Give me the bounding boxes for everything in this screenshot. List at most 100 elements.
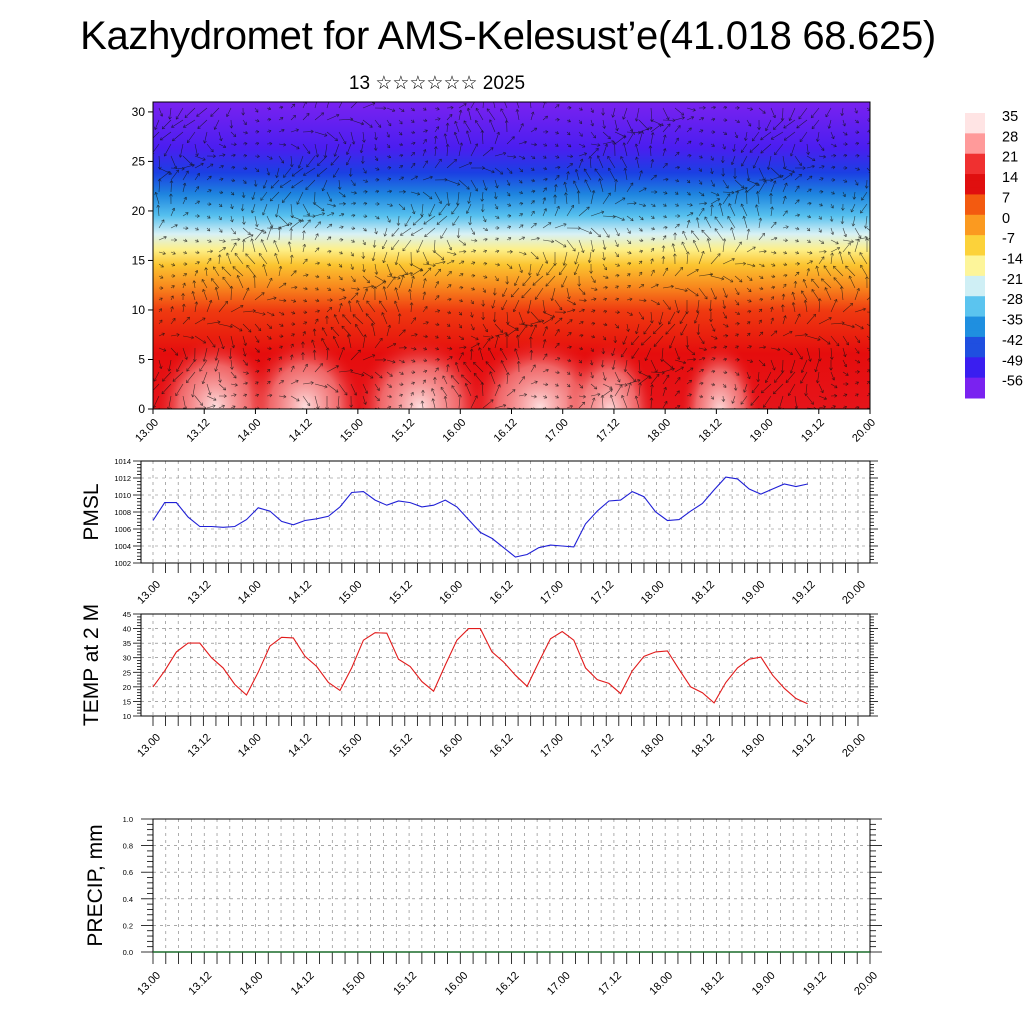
pmsl-panel: 1002 1004 1006 1008 1010 1012 1014 13.00 13.12 14… [80,457,878,607]
y-tick-label: 1008 [114,508,131,517]
colorbar-label: -56 [1002,374,1023,390]
chart-title: Kazhydromet for AMS-Kelesust’e(41.018 68… [80,14,936,58]
colorbar-label: -35 [1002,313,1023,329]
colorbar-swatch [965,330,985,338]
colorbar-swatch [965,343,985,351]
colorbar-swatch [965,119,985,128]
y-tick-label: 1002 [114,559,131,568]
y-tick-label: 15 [123,697,131,706]
colorbar-swatch [965,370,985,379]
colorbar-label: -14 [1002,252,1023,268]
colorbar-swatch [965,357,985,365]
y-tick-label: 10 [123,712,131,721]
vs-x-tick-label: 13.00 [133,417,161,445]
colorbar-swatch [965,269,985,277]
y-tick-label: 1014 [114,457,131,466]
colorbar-swatch [965,377,985,385]
vs-y-tick-label: 25 [132,154,146,168]
warm-core [247,309,363,409]
vs-x-tick-label: 17.00 [543,417,571,445]
x-tick-label: 18.00 [639,732,667,760]
colorbar-swatch [965,303,985,311]
x-tick-label: 19.00 [750,970,778,998]
x-tick-label: 19.00 [739,579,767,607]
series-line [152,476,808,558]
colorbar-swatch [965,208,985,216]
x-tick-label: 20.00 [840,579,868,607]
precip-panel: 0.0 0.2 0.4 0.6 0.8 1.0 13.00 13.12 14.00 14.12 15… [84,815,882,998]
x-tick-label: 14.12 [289,970,317,998]
y-tick-label: 0.8 [123,842,133,851]
colorbar-swatch [965,364,985,372]
colorbar-swatch [965,235,985,243]
y-tick-label: 40 [123,625,131,634]
y-tick-label: 1006 [114,525,131,534]
colorbar-swatch [965,309,985,318]
colorbar-swatch [965,194,985,202]
x-tick-label: 16.12 [494,970,522,998]
vs-x-tick-label: 20.00 [850,417,878,445]
y-axis-label: PRECIP, mm [84,824,107,946]
vertical-section-panel: 0 5 10 15 20 25 30 13.00 13.12 14.00 14.12 15.00 15… [132,101,878,445]
vs-x-tick-label: 14.00 [236,417,264,445]
x-tick-label: 17.00 [538,579,566,607]
colorbar-swatch [965,140,985,148]
y-tick-label: 1012 [114,474,131,483]
colorbar-swatch [965,160,985,168]
y-tick-label: 1004 [114,542,131,551]
y-tick-label: 1010 [114,491,131,500]
x-tick-label: 16.12 [488,732,516,760]
x-tick-label: 18.12 [699,970,727,998]
y-tick-label: 1.0 [123,815,133,824]
x-tick-label: 17.00 [538,732,566,760]
colorbar-swatch [965,316,985,324]
colorbar-swatch [965,262,985,270]
vs-y-tick-label: 30 [132,105,146,119]
vs-x-tick-label: 18.00 [645,417,673,445]
colorbar: 35 28 21 14 7 0 -7 -14 -21 -28 -35 -42 -49 -56 [965,109,1023,399]
vs-x-tick-label: 15.12 [389,417,417,445]
vs-x-tick-label: 17.12 [594,417,622,445]
x-tick-label: 18.12 [689,732,717,760]
y-tick-label: 0.2 [123,921,133,930]
x-tick-label: 18.00 [639,579,667,607]
x-tick-label: 14.00 [236,579,264,607]
colorbar-swatch [965,289,985,297]
y-tick-label: 25 [123,668,131,677]
colorbar-swatch [965,248,985,256]
vs-y-tick-label: 5 [138,352,145,366]
x-tick-label: 15.12 [387,579,415,607]
x-tick-label: 19.12 [790,579,818,607]
colorbar-swatch [965,275,985,284]
warm-core [565,314,655,409]
colorbar-label: -49 [1002,353,1023,369]
colorbar-swatch [965,241,985,250]
colorbar-label: -42 [1002,333,1023,349]
colorbar-swatch [965,384,985,392]
vs-y-axis: 0 5 10 15 20 25 30 [132,105,153,416]
colorbar-swatch [965,113,985,121]
y-tick-label: 45 [123,610,131,619]
vs-x-tick-label: 18.12 [697,417,725,445]
x-tick-label: 17.12 [588,579,616,607]
y-tick-label: 20 [123,683,131,692]
colorbar-swatch [965,133,985,141]
x-tick-label: 15.12 [391,970,419,998]
y-tick-label: 0.4 [123,895,133,904]
vs-y-tick-label: 10 [132,303,146,317]
x-tick-label: 17.12 [596,970,624,998]
colorbar-label: 35 [1002,109,1018,125]
colorbar-label: -7 [1002,231,1015,247]
chart-subtitle: 13 ☆☆☆☆☆☆ 2025 [348,73,526,94]
x-tick-label: 18.12 [689,579,717,607]
x-tick-label: 14.00 [236,732,264,760]
x-tick-label: 16.12 [488,579,516,607]
colorbar-swatch [965,201,985,209]
series-line [152,628,808,705]
colorbar-label: -28 [1002,292,1023,308]
x-tick-label: 15.00 [337,579,365,607]
colorbar-swatch [965,167,985,175]
y-tick-label: 0.0 [123,948,133,957]
x-tick-label: 15.12 [387,732,415,760]
